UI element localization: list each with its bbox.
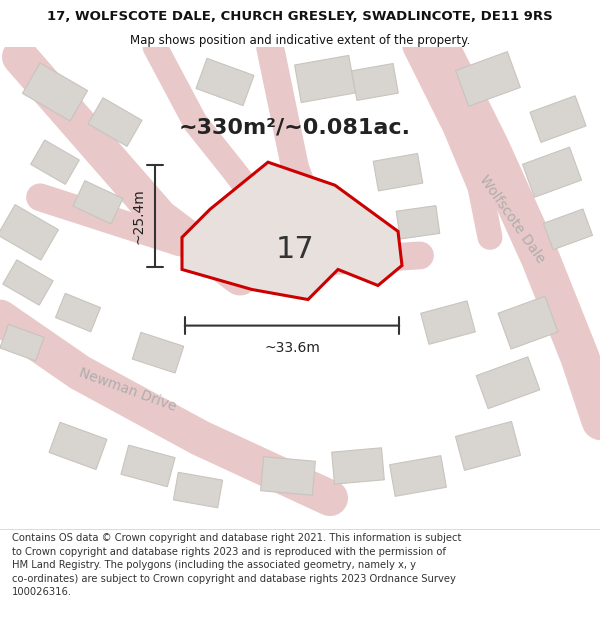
Polygon shape <box>295 56 355 102</box>
Text: Contains OS data © Crown copyright and database right 2021. This information is : Contains OS data © Crown copyright and d… <box>12 533 461 598</box>
Text: ~33.6m: ~33.6m <box>264 341 320 354</box>
Polygon shape <box>173 472 223 508</box>
Polygon shape <box>132 332 184 373</box>
Polygon shape <box>455 421 521 471</box>
Polygon shape <box>182 162 402 299</box>
Polygon shape <box>260 457 316 495</box>
Polygon shape <box>498 296 558 349</box>
Polygon shape <box>421 301 475 344</box>
Polygon shape <box>22 63 88 121</box>
Text: Newman Drive: Newman Drive <box>77 366 179 414</box>
Polygon shape <box>455 52 520 106</box>
Polygon shape <box>0 324 44 361</box>
Polygon shape <box>73 181 123 224</box>
Polygon shape <box>396 206 440 239</box>
Text: Wolfscote Dale: Wolfscote Dale <box>476 173 547 266</box>
Polygon shape <box>530 96 586 142</box>
Polygon shape <box>523 147 581 198</box>
Polygon shape <box>31 140 79 184</box>
Polygon shape <box>3 260 53 305</box>
Polygon shape <box>544 209 593 250</box>
Text: 17: 17 <box>275 235 314 264</box>
Polygon shape <box>373 154 423 191</box>
Text: ~330m²/~0.081ac.: ~330m²/~0.081ac. <box>179 117 411 137</box>
Polygon shape <box>88 98 142 146</box>
Text: ~25.4m: ~25.4m <box>131 188 145 244</box>
Polygon shape <box>352 64 398 101</box>
Polygon shape <box>196 58 254 106</box>
Text: Map shows position and indicative extent of the property.: Map shows position and indicative extent… <box>130 34 470 47</box>
Polygon shape <box>121 445 175 487</box>
Polygon shape <box>56 293 100 332</box>
Text: 17, WOLFSCOTE DALE, CHURCH GRESLEY, SWADLINCOTE, DE11 9RS: 17, WOLFSCOTE DALE, CHURCH GRESLEY, SWAD… <box>47 10 553 23</box>
Polygon shape <box>0 204 58 260</box>
Polygon shape <box>476 357 540 409</box>
Polygon shape <box>332 448 384 484</box>
Polygon shape <box>389 456 446 496</box>
Polygon shape <box>49 422 107 469</box>
